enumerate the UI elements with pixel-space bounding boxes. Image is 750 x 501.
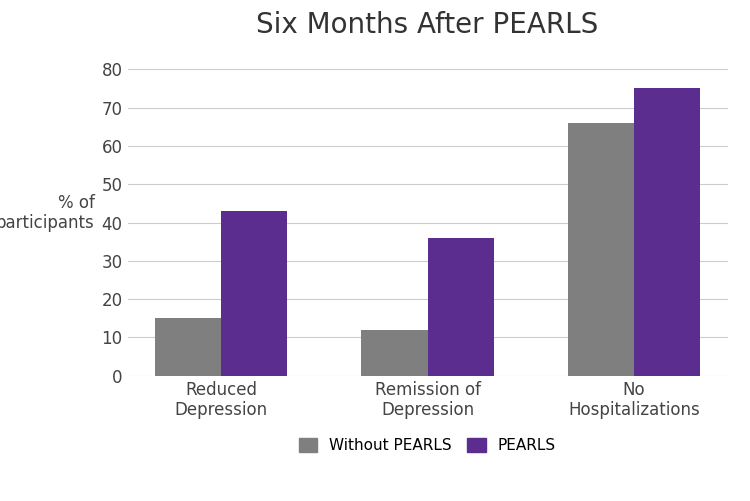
Bar: [221, 211, 287, 376]
Bar: [362, 330, 428, 376]
Bar: [427, 238, 494, 376]
Bar: [634, 88, 700, 376]
Legend: Without PEARLS, PEARLS: Without PEARLS, PEARLS: [292, 432, 562, 459]
Bar: [154, 318, 221, 376]
Title: Six Months After PEARLS: Six Months After PEARLS: [256, 12, 598, 40]
Bar: [568, 123, 634, 376]
Y-axis label: % of
participants: % of participants: [0, 193, 94, 232]
